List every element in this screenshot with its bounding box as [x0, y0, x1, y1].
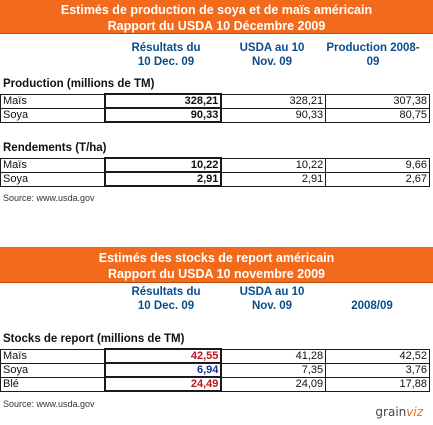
production-subtitle: Rapport du USDA 10 Décembre 2009 — [107, 19, 326, 33]
logo-text-viz: viz — [406, 405, 423, 419]
col-header-results: Résultats du 10 Dec. 09 — [131, 286, 201, 312]
row-label: Maïs — [0, 348, 106, 364]
table-row: Soya 2,91 2,91 2,67 — [0, 171, 430, 187]
col-header-production-2008: Production 2008- 09 — [326, 42, 420, 68]
value-results: 24,49 — [103, 376, 223, 392]
section-stocks-label: Stocks de report (millions de TM) — [3, 333, 185, 345]
stocks-subtitle: Rapport du USDA 10 novembre 2009 — [108, 267, 325, 281]
row-label: Maïs — [0, 93, 106, 109]
value-2008-09: 3,76 — [325, 362, 430, 378]
value-results: 328,21 — [103, 93, 223, 109]
value-usda-nov: 41,28 — [220, 348, 327, 364]
value-results: 2,91 — [103, 171, 223, 187]
table-row: Maïs 328,21 328,21 307,38 — [0, 93, 430, 109]
col-header-results: Résultats du 10 Dec. 09 — [131, 42, 201, 68]
value-production-2008: 9,66 — [325, 157, 430, 173]
value-usda-nov: 24,09 — [220, 376, 327, 392]
value-usda-nov: 10,22 — [220, 157, 327, 173]
row-label: Soya — [0, 362, 106, 378]
stocks-table: Estimés des stocks de report américain R… — [0, 247, 433, 425]
source-note: Source: www.usda.gov — [3, 193, 95, 203]
stocks-grid: Maïs 42,55 41,28 42,52 Soya 6,94 7,35 3,… — [0, 348, 430, 392]
production-title: Estimés de production de soya et de maïs… — [60, 3, 373, 17]
row-label: Maïs — [0, 157, 106, 173]
value-results: 10,22 — [103, 157, 223, 173]
table-row: Maïs 42,55 41,28 42,52 — [0, 348, 430, 364]
row-label: Blé — [0, 376, 106, 392]
production-table: Estimés de production de soya et de maïs… — [0, 0, 433, 205]
table-row: Blé 24,49 24,09 17,88 — [0, 376, 430, 392]
section-production-label: Production (millions de TM) — [3, 78, 155, 90]
value-2008-09: 17,88 — [325, 376, 430, 392]
value-usda-nov: 90,33 — [220, 107, 327, 123]
value-production-2008: 307,38 — [325, 93, 430, 109]
value-results: 6,94 — [103, 362, 223, 378]
col-header-2008-09: 2008/09 — [351, 300, 393, 312]
production-banner: Estimés de production de soya et de maïs… — [0, 0, 433, 34]
rendements-grid: Maïs 10,22 10,22 9,66 Soya 2,91 2,91 2,6… — [0, 157, 430, 187]
value-production-2008: 2,67 — [325, 171, 430, 187]
source-note: Source: www.usda.gov — [3, 399, 95, 409]
row-label: Soya — [0, 171, 106, 187]
table-row: Soya 90,33 90,33 80,75 — [0, 107, 430, 123]
value-usda-nov: 7,35 — [220, 362, 327, 378]
table-row: Soya 6,94 7,35 3,76 — [0, 362, 430, 378]
stocks-banner: Estimés des stocks de report américain R… — [0, 247, 433, 283]
value-2008-09: 42,52 — [325, 348, 430, 364]
value-usda-nov: 328,21 — [220, 93, 327, 109]
value-usda-nov: 2,91 — [220, 171, 327, 187]
logo-text-grain: grain — [375, 405, 407, 419]
production-grid: Maïs 328,21 328,21 307,38 Soya 90,33 90,… — [0, 93, 430, 123]
table-row: Maïs 10,22 10,22 9,66 — [0, 157, 430, 173]
stocks-title: Estimés des stocks de report américain — [98, 251, 335, 265]
value-production-2008: 80,75 — [325, 107, 430, 123]
section-rendements-label: Rendements (T/ha) — [3, 142, 107, 154]
col-header-usda-nov: USDA au 10 Nov. 09 — [239, 42, 305, 68]
grainviz-logo: grainviz — [375, 405, 423, 419]
row-label: Soya — [0, 107, 106, 123]
value-results: 42,55 — [103, 348, 223, 364]
value-results: 90,33 — [103, 107, 223, 123]
col-header-usda-nov: USDA au 10 Nov. 09 — [239, 286, 305, 312]
